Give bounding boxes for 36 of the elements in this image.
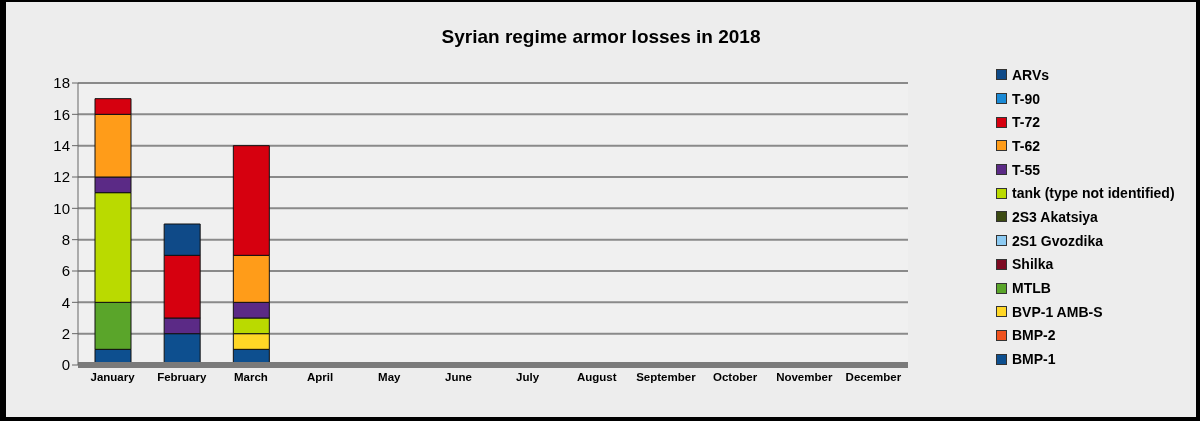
legend-label: T-62 (1012, 137, 1041, 154)
y-tick-label: 8 (61, 230, 70, 248)
x-tick-label: November (776, 371, 833, 384)
x-tick-label: April (306, 371, 334, 384)
x-tick-label: July (516, 371, 540, 384)
y-tick-label: 16 (53, 105, 70, 123)
x-tick-label: September (636, 371, 697, 384)
x-tick-label: October (713, 371, 758, 384)
y-tick-label: 14 (53, 136, 70, 154)
x-tick-label: August (576, 371, 617, 384)
legend-label: BMP-1 (1012, 351, 1056, 368)
legend-label: 2S1 Gvozdika (1012, 232, 1104, 249)
x-tick-label: December (845, 371, 902, 384)
legend-label: BMP-2 (1012, 327, 1056, 344)
y-tick-label: 4 (61, 293, 70, 311)
y-tick-label: 6 (61, 262, 70, 280)
x-tick-label: January (90, 371, 136, 384)
x-tick-label: June (444, 371, 472, 384)
y-tick-label: 12 (53, 168, 70, 186)
x-tick-label: May (378, 371, 402, 384)
legend-label: T-55 (1012, 161, 1041, 178)
legend-label: T-90 (1012, 90, 1041, 107)
chart-title: Syrian regime armor losses in 2018 (440, 26, 762, 48)
legend-label: BVP-1 AMB-S (1012, 303, 1103, 320)
y-tick-label: 2 (61, 324, 70, 342)
y-tick-label: 0 (61, 356, 70, 374)
x-tick-label: March (233, 371, 268, 384)
legend-label: 2S3 Akatsiya (1012, 208, 1098, 225)
y-tick-label: 10 (53, 199, 70, 217)
legend-label: MTLB (1012, 280, 1051, 297)
x-tick-label: February (157, 371, 207, 384)
legend-label: ARVs (1012, 66, 1050, 83)
legend-label: T-72 (1012, 114, 1041, 131)
y-tick-label: 18 (53, 74, 70, 92)
legend-label: Shilka (1012, 256, 1054, 273)
legend-label: tank (type not identified) (1012, 185, 1175, 202)
